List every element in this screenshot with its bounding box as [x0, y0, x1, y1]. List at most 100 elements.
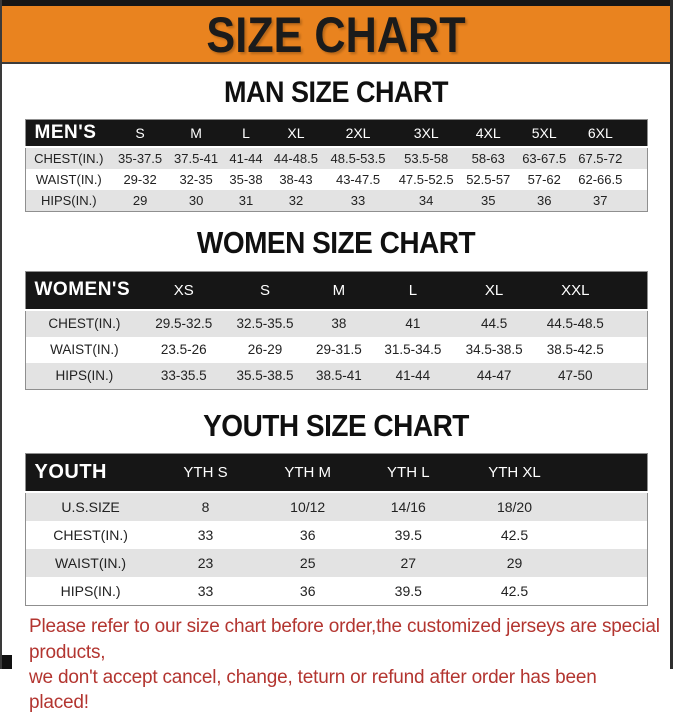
value-cell: 37 — [593, 193, 608, 209]
order-policy-line-2: we don't accept cancel, change, teturn o… — [29, 667, 597, 714]
size-header-cell: M — [332, 281, 346, 299]
value-cell: 42.5 — [500, 583, 529, 600]
value-cell: 31.5-34.5 — [384, 342, 442, 358]
value-cell: 33-35.5 — [160, 368, 207, 384]
row-label-cell: U.S.SIZE — [61, 499, 120, 516]
value-cell: 27 — [400, 555, 417, 572]
spacer-cell — [628, 147, 647, 169]
order-policy-line-1: Please refer to our size chart before or… — [29, 616, 660, 663]
row-label-cell: HIPS(IN.) — [40, 193, 97, 209]
measurement-row: WAIST(IN.) 23 25 27 29 — [25, 549, 647, 578]
value-cell: 52.5-57 — [466, 172, 511, 188]
men-size-table: MEN'S S M L XL 2XL 3XL 4XL 5XL 6XL CHEST(IN.) 35-37… — [24, 119, 648, 213]
value-cell: 44.5 — [480, 316, 508, 332]
title-banner: SIZE CHART — [2, 6, 670, 64]
value-cell: 23.5-26 — [160, 342, 207, 358]
page-title: SIZE CHART — [206, 5, 466, 63]
value-cell: 25 — [299, 555, 316, 572]
value-cell: 29.5-32.5 — [155, 316, 213, 332]
measurement-row: WAIST(IN.) 23.5-26 26-29 29-31.5 31.5-34.5 34… — [25, 336, 647, 363]
measurement-row: HIPS(IN.) 33-35.5 35.5-38.5 38.5-41 41-44 44-… — [25, 362, 647, 390]
size-header-cell: 6XL — [587, 125, 613, 142]
spacer-cell — [616, 271, 647, 310]
spacer-cell — [572, 492, 647, 521]
value-cell: 29 — [506, 555, 523, 572]
value-cell: 38.5-42.5 — [546, 342, 604, 358]
spacer-cell — [616, 337, 647, 363]
value-cell: 33 — [350, 193, 366, 209]
youth-section-title: YOUTH SIZE CHART — [203, 408, 469, 443]
row-label-cell: HIPS(IN.) — [60, 583, 121, 600]
measurement-row: CHEST(IN.) 29.5-32.5 32.5-35.5 38 41 44.5 44.5… — [25, 309, 647, 337]
value-cell: 29-31.5 — [316, 342, 362, 358]
row-label-cell: WAIST(IN.) — [50, 342, 119, 358]
size-header-cell: XXL — [561, 281, 590, 299]
value-cell: 42.5 — [500, 527, 529, 544]
order-policy-note: Please refer to our size chart before or… — [29, 614, 660, 716]
value-cell: 41-44 — [229, 151, 263, 167]
value-cell: 34 — [418, 193, 434, 209]
value-cell: 31 — [238, 193, 254, 209]
spacer-cell — [572, 549, 647, 577]
size-header-cell: M — [190, 125, 202, 142]
value-cell: 14/16 — [390, 499, 426, 516]
value-cell: 38-43 — [279, 172, 313, 188]
value-cell: 23 — [197, 555, 214, 572]
size-header-cell: S — [135, 125, 145, 142]
value-cell: 32-35 — [179, 172, 213, 188]
value-cell: 44.5-48.5 — [546, 316, 604, 332]
value-cell: 33 — [197, 583, 214, 600]
header-row: MEN'S S M L XL 2XL 3XL 4XL 5XL 6XL — [25, 119, 647, 148]
value-cell: 39.5 — [394, 583, 422, 600]
value-cell: 35-37.5 — [118, 151, 163, 167]
measurement-row: HIPS(IN.) 29 30 31 32 33 34 35 36 37 — [25, 190, 647, 212]
size-header-cell: XL — [287, 125, 305, 142]
size-header-cell: 3XL — [413, 125, 439, 142]
spacer-cell — [628, 169, 647, 190]
value-cell: 47.5-52.5 — [398, 172, 454, 188]
value-cell: 29 — [132, 193, 148, 209]
size-header-cell: 4XL — [475, 125, 501, 142]
value-cell: 38 — [331, 316, 347, 332]
value-cell: 8 — [201, 499, 210, 516]
value-cell: 57-62 — [527, 172, 561, 188]
table-title-cell: MEN'S — [34, 122, 97, 144]
value-cell: 62-66.5 — [578, 172, 623, 188]
men-section-title: MAN SIZE CHART — [224, 75, 449, 109]
spacer-cell — [616, 310, 647, 337]
value-cell: 39.5 — [394, 527, 422, 544]
value-cell: 43-47.5 — [335, 172, 381, 188]
value-cell: 36 — [299, 583, 316, 600]
spacer-cell — [628, 190, 647, 212]
row-label-cell: CHEST(IN.) — [48, 316, 121, 332]
value-cell: 44-48.5 — [273, 151, 318, 167]
row-label-cell: HIPS(IN.) — [55, 368, 114, 384]
value-cell: 34.5-38.5 — [465, 342, 523, 358]
size-header-cell: YTH XL — [488, 464, 541, 482]
header-row: YOUTH YTH S YTH M YTH L YTH XL — [25, 453, 647, 493]
measurement-row: CHEST(IN.) 35-37.5 37.5-41 41-44 44-48.5 48.5… — [25, 147, 647, 170]
size-header-cell: XS — [173, 281, 194, 299]
size-header-cell: L — [408, 281, 418, 299]
spacer-cell — [572, 454, 647, 493]
women-size-table: WOMEN'S XS S M L XL XXL CHEST(IN.) 29.5-32.5 32.5… — [24, 270, 648, 390]
youth-size-table: YOUTH YTH S YTH M YTH L YTH XL U.S.SIZE 8 10/12… — [24, 453, 648, 607]
row-label-cell: WAIST(IN.) — [35, 172, 102, 188]
value-cell: 63-67.5 — [522, 151, 567, 167]
measurement-row: U.S.SIZE 8 10/12 14/16 18/20 — [25, 492, 647, 522]
value-cell: 41-44 — [395, 368, 431, 384]
table-title-cell: WOMEN'S — [34, 279, 131, 301]
value-cell: 26-29 — [247, 342, 283, 358]
row-label-cell: WAIST(IN.) — [55, 555, 127, 572]
measurement-row: HIPS(IN.) 33 36 39.5 42.5 — [25, 577, 647, 606]
size-header-cell: YTH M — [284, 464, 332, 482]
spacer-cell — [572, 521, 647, 549]
value-cell: 33 — [197, 527, 214, 544]
value-cell: 35-38 — [229, 172, 263, 188]
spacer-cell — [616, 363, 647, 390]
measurement-row: WAIST(IN.) 29-32 32-35 35-38 38-43 43-47.5 47.… — [25, 169, 647, 191]
spacer-cell — [572, 577, 647, 606]
value-cell: 35.5-38.5 — [236, 368, 294, 384]
value-cell: 67.5-72 — [578, 151, 623, 167]
